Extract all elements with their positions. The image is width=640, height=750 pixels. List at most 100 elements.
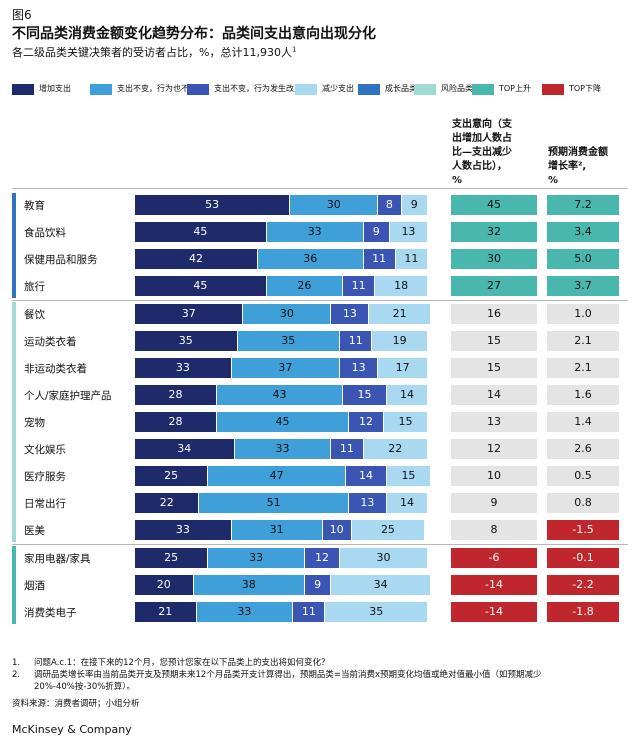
expected-growth-cell: 5.0 bbox=[547, 249, 619, 269]
column-header-line: 预期消费金额 bbox=[548, 147, 608, 158]
bar-segment: 30 bbox=[243, 304, 331, 324]
spending-intent-cell: 10 bbox=[451, 466, 537, 486]
bar-segment: 47 bbox=[208, 466, 345, 486]
bar-segment: 33 bbox=[234, 439, 331, 459]
expected-growth-cell: 1.0 bbox=[547, 304, 619, 324]
category-label: 文化娱乐 bbox=[24, 444, 66, 456]
column-header-line: 出增加人数占 bbox=[452, 133, 512, 144]
bar-segment: 21 bbox=[369, 304, 430, 324]
expected-growth-cell: 0.8 bbox=[547, 493, 619, 513]
chart-title: 不同品类消费金额变化趋势分布：品类间支出意向出现分化 bbox=[12, 26, 376, 42]
column-header-line: 人数占比）， bbox=[452, 161, 507, 172]
legend-label: 支出不变，行为发生改变 bbox=[214, 84, 302, 93]
bar-segment: 38 bbox=[193, 575, 304, 595]
spending-intent-cell: 15 bbox=[451, 358, 537, 378]
spending-intent-cell: -14 bbox=[451, 602, 537, 622]
footnote-number: 1. bbox=[12, 658, 21, 668]
legend-swatch bbox=[12, 84, 34, 95]
legend-swatch bbox=[358, 84, 380, 95]
expected-growth-cell: 2.6 bbox=[547, 439, 619, 459]
spending-intent-cell: 27 bbox=[451, 276, 537, 296]
bar-segment: 45 bbox=[217, 412, 348, 432]
legend-label: 支出不变，行为也不变 bbox=[117, 84, 197, 93]
chart-subtitle: 各二级品类关键决策者的受访者占比，%，总计11,930人1 bbox=[12, 44, 296, 60]
bar-segment: 15 bbox=[384, 412, 427, 432]
bar-segment: 13 bbox=[340, 358, 378, 378]
bar-segment: 11 bbox=[343, 276, 375, 296]
category-label: 医疗服务 bbox=[24, 471, 66, 483]
legend-label: TOP上升 bbox=[499, 84, 532, 93]
bar-segment: 34 bbox=[135, 439, 234, 459]
bar-segment: 25 bbox=[135, 466, 208, 486]
bar-segment: 11 bbox=[363, 249, 395, 269]
spending-intent-cell: 8 bbox=[451, 520, 537, 540]
bar-segment: 37 bbox=[135, 304, 243, 324]
bar-segment: 12 bbox=[304, 548, 340, 568]
spending-intent-cell: -6 bbox=[451, 548, 537, 568]
bar-segment: 34 bbox=[331, 575, 430, 595]
bar-segment: 18 bbox=[375, 276, 427, 296]
category-label: 日常出行 bbox=[24, 498, 66, 510]
expected-growth-cell: 3.4 bbox=[547, 222, 619, 242]
legend-label: 减少支出 bbox=[322, 84, 354, 93]
bar-segment: 11 bbox=[340, 331, 372, 351]
bar-segment: 35 bbox=[325, 602, 427, 622]
footnote-text: 调研品类增长率由当前品类开支及预期未来12个月品类开支计算得出，预期品类=当前消… bbox=[34, 670, 542, 680]
bar-segment: 20 bbox=[135, 575, 193, 595]
bar-segment: 25 bbox=[135, 548, 208, 568]
category-group-bar bbox=[12, 546, 16, 624]
bar-segment: 14 bbox=[345, 466, 386, 486]
category-label: 保健用品和服务 bbox=[24, 254, 98, 266]
category-group-bar bbox=[12, 193, 16, 298]
legend-label: 成长品类 bbox=[385, 84, 417, 93]
brand-name: McKinsey & Company bbox=[12, 723, 132, 736]
column-header-line: 增长率², bbox=[548, 161, 587, 172]
bar-segment: 30 bbox=[290, 195, 378, 215]
category-label: 个人/家庭护理产品 bbox=[24, 390, 112, 402]
bar-segment: 22 bbox=[363, 439, 427, 459]
category-label: 医美 bbox=[24, 525, 45, 537]
expected-growth-cell: -1.8 bbox=[547, 602, 619, 622]
bar-segment: 42 bbox=[135, 249, 258, 269]
category-label: 非运动类衣着 bbox=[24, 363, 87, 375]
spending-intent-cell: 12 bbox=[451, 439, 537, 459]
column-header-line: 支出意向（支 bbox=[452, 119, 512, 130]
bar-segment: 9 bbox=[401, 195, 427, 215]
expected-growth-cell: 3.7 bbox=[547, 276, 619, 296]
spending-intent-cell: 30 bbox=[451, 249, 537, 269]
bar-segment: 10 bbox=[322, 520, 351, 540]
category-label: 家用电器/家具 bbox=[24, 553, 91, 565]
bar-segment: 33 bbox=[135, 358, 231, 378]
bar-segment: 21 bbox=[135, 602, 196, 622]
bar-segment: 14 bbox=[386, 385, 427, 405]
expected-growth-cell: 2.1 bbox=[547, 358, 619, 378]
bar-segment: 37 bbox=[231, 358, 340, 378]
spending-intent-cell: 16 bbox=[451, 304, 537, 324]
group-divider bbox=[12, 300, 628, 301]
category-label: 餐饮 bbox=[24, 309, 45, 321]
group-divider bbox=[12, 544, 628, 545]
bar-segment: 14 bbox=[386, 493, 427, 513]
column-header-line: 比—支出减少 bbox=[452, 147, 512, 158]
spending-intent-cell: 14 bbox=[451, 385, 537, 405]
expected-growth-cell: -0.1 bbox=[547, 548, 619, 568]
bar-segment: 15 bbox=[343, 385, 386, 405]
bar-segment: 43 bbox=[217, 385, 343, 405]
expected-growth-cell: -1.5 bbox=[547, 520, 619, 540]
category-label: 运动类衣着 bbox=[24, 336, 77, 348]
expected-growth-cell: 1.4 bbox=[547, 412, 619, 432]
expected-growth-cell: 0.5 bbox=[547, 466, 619, 486]
column-header-line: % bbox=[548, 175, 559, 186]
subtitle-text: 各二级品类关键决策者的受访者占比，%，总计11,930人 bbox=[12, 46, 292, 59]
bar-segment: 31 bbox=[231, 520, 322, 540]
category-label: 旅行 bbox=[24, 281, 45, 293]
expected-growth-cell: 1.6 bbox=[547, 385, 619, 405]
bar-segment: 13 bbox=[331, 304, 369, 324]
legend-swatch bbox=[414, 84, 436, 95]
legend-swatch bbox=[90, 84, 112, 95]
figure-label: 图6 bbox=[12, 8, 32, 22]
bar-segment: 8 bbox=[378, 195, 401, 215]
bar-segment: 11 bbox=[293, 602, 325, 622]
header-divider bbox=[12, 188, 628, 189]
bar-segment: 25 bbox=[351, 520, 425, 540]
